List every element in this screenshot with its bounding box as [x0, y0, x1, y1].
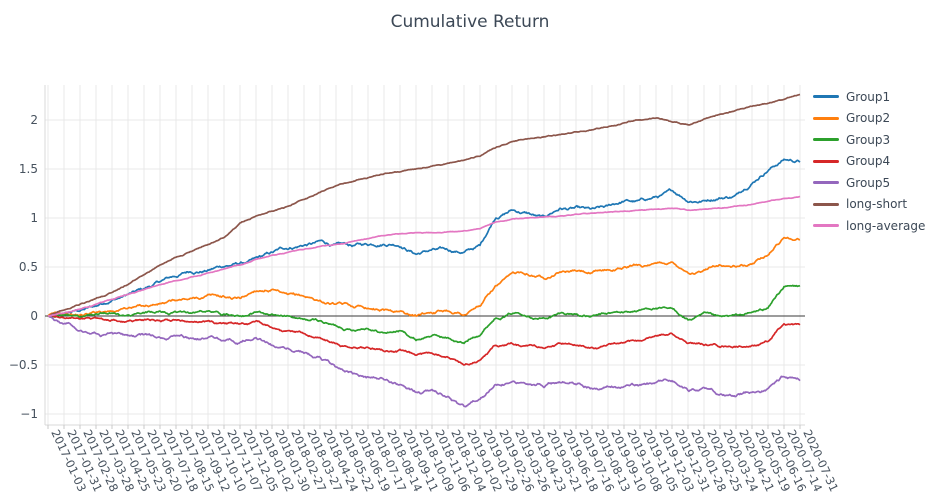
legend-item-group3[interactable]: Group3 [813, 129, 925, 151]
legend-label: Group5 [846, 175, 891, 190]
y-tick-label: 1 [30, 211, 38, 225]
series-line-group2 [47, 236, 801, 317]
legend-label: long-average [846, 218, 926, 233]
y-tick-label: −1 [20, 407, 38, 421]
legend-item-group2[interactable]: Group2 [813, 108, 925, 130]
legend-label: Group4 [846, 154, 891, 169]
legend-swatch-group3 [813, 138, 839, 142]
legend-swatch-long-short [813, 202, 839, 206]
legend-item-group1[interactable]: Group1 [813, 86, 925, 108]
y-tick-label: 2 [30, 113, 38, 127]
legend-item-long-average[interactable]: long-average [813, 215, 925, 237]
y-tick-label: 1.5 [19, 162, 38, 176]
legend-swatch-group5 [813, 181, 839, 185]
y-tick-label: −0.5 [9, 358, 38, 372]
legend-label: long-short [846, 197, 908, 212]
y-tick-label: 0.5 [19, 260, 38, 274]
chart-title: Cumulative Return [390, 12, 550, 32]
series-line-group5 [48, 315, 801, 408]
legend: Group1 Group2 Group3 Group4 Group5 long-short… [813, 86, 925, 237]
series-line-long-short [48, 93, 801, 317]
legend-label: Group1 [846, 89, 891, 104]
legend-swatch-long-average [813, 224, 839, 228]
series-line-group1 [47, 158, 801, 318]
series-line-group4 [47, 314, 801, 366]
legend-label: Group3 [846, 132, 891, 147]
series-line-group3 [47, 284, 801, 345]
series-line-long-average [47, 195, 801, 317]
legend-swatch-group2 [813, 116, 839, 120]
legend-item-long-short[interactable]: long-short [813, 194, 925, 216]
legend-swatch-group1 [813, 95, 839, 99]
y-tick-label: 0 [30, 309, 38, 323]
legend-swatch-group4 [813, 159, 839, 163]
legend-item-group4[interactable]: Group4 [813, 151, 925, 173]
legend-item-group5[interactable]: Group5 [813, 172, 925, 194]
legend-label: Group2 [846, 111, 891, 126]
